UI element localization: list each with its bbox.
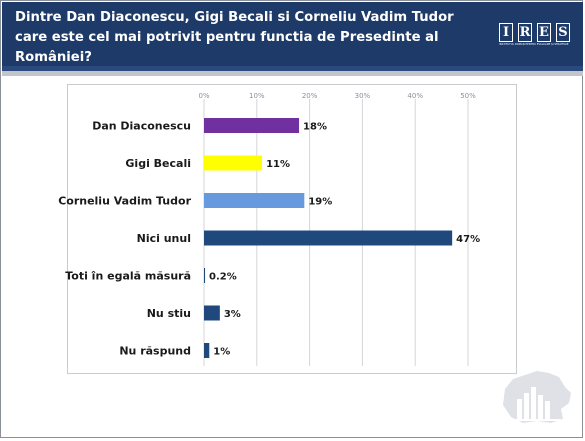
- value-label: 11%: [266, 159, 290, 170]
- bar: [204, 305, 220, 321]
- category-label: Dan Diaconescu: [92, 120, 191, 133]
- value-labels: 18% 11% 19% 47% 0.2% 3% 1%: [209, 122, 480, 358]
- bar: [204, 343, 210, 358]
- category-label: Nici unul: [137, 232, 191, 245]
- x-tick-label: 50%: [460, 92, 476, 100]
- romania-map-buildings-icon: [503, 371, 571, 423]
- x-tick-label: 0%: [198, 92, 209, 100]
- x-tick-label: 10%: [249, 92, 265, 100]
- bar: [204, 230, 453, 246]
- header-stripe-grey: [2, 71, 583, 76]
- logo-letter-e: E: [537, 23, 551, 42]
- value-label: 18%: [303, 122, 327, 133]
- x-tick-labels: 0% 10% 20% 30% 40% 50%: [198, 92, 476, 100]
- category-labels: Dan Diaconescu Gigi Becali Corneliu Vadim …: [58, 120, 191, 358]
- category-label: Corneliu Vadim Tudor: [58, 195, 191, 208]
- bar: [204, 155, 263, 171]
- bar: [204, 268, 206, 283]
- slide-header: Dintre Dan Diaconescu, Gigi Becali si Co…: [2, 2, 583, 66]
- x-tick-label: 40%: [407, 92, 423, 100]
- value-label: 3%: [224, 309, 241, 320]
- category-label: Toti în egală măsură: [65, 270, 191, 283]
- category-label: Nu răspund: [119, 345, 191, 358]
- value-label: 47%: [456, 234, 480, 245]
- chart-question-title: Dintre Dan Diaconescu, Gigi Becali si Co…: [15, 10, 454, 65]
- x-tick-label: 30%: [355, 92, 371, 100]
- category-label: Gigi Becali: [125, 157, 191, 170]
- ires-logo: I R E S INSTITUTUL ROMÂN PENTRU EVALUARE…: [499, 23, 571, 48]
- category-label: Nu stiu: [147, 307, 191, 320]
- x-tick-label: 20%: [302, 92, 318, 100]
- value-label: 19%: [308, 197, 332, 208]
- bar: [204, 118, 300, 133]
- logo-letter-s: S: [556, 23, 570, 42]
- logo-letter-i: I: [499, 23, 513, 42]
- bar: [204, 193, 305, 208]
- logo-letter-r: R: [518, 23, 532, 42]
- value-label: 1%: [213, 347, 230, 358]
- logo-subtitle: INSTITUTUL ROMÂN PENTRU EVALUARE ȘI STRA…: [499, 43, 569, 46]
- value-label: 0.2%: [209, 272, 237, 283]
- header-stripe-dark: [2, 66, 583, 71]
- bars: [204, 118, 453, 358]
